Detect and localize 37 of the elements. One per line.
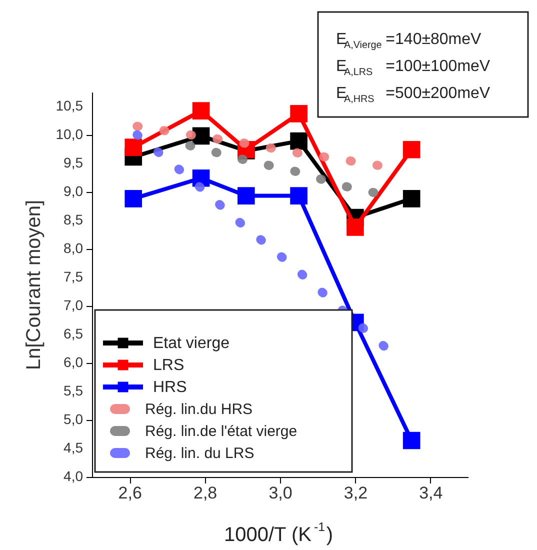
point <box>290 187 308 204</box>
y-tick-label: 7,5 <box>64 268 84 284</box>
x-tick-label: 3,4 <box>419 484 443 502</box>
point <box>402 432 420 450</box>
point <box>346 218 364 236</box>
point <box>402 140 420 158</box>
y-tick-label: 9,0 <box>64 182 84 199</box>
y-tick-label: 6,0 <box>64 354 84 370</box>
point <box>290 132 308 150</box>
point <box>124 138 142 156</box>
point <box>290 105 308 122</box>
legend-label: Etat vierge <box>153 335 230 352</box>
y-tick-label: 10,5 <box>56 97 84 114</box>
y-tick-label: 4,0 <box>64 468 84 484</box>
x-tick-label: 3,2 <box>344 484 368 502</box>
y-tick-label: 4,5 <box>64 439 84 456</box>
y-axis-title: Ln[Courant moyen] <box>23 200 45 370</box>
y-tick-label: 6,5 <box>64 325 84 342</box>
legend-label: LRS <box>153 357 184 374</box>
legend-label: HRS <box>153 379 187 396</box>
legend-label: Rég. lin.du HRS <box>145 401 253 418</box>
y-tick-label: 8,0 <box>64 240 84 256</box>
point <box>402 190 420 208</box>
x-tick-label: 2,6 <box>118 484 142 502</box>
legend-label: Rég. lin. du LRS <box>145 445 254 462</box>
point <box>124 190 142 208</box>
y-tick-label: 10,0 <box>56 126 84 142</box>
y-tick-label: 5,0 <box>64 410 84 427</box>
y-tick-label: 5,5 <box>64 382 84 398</box>
x-tick-label: 3,0 <box>268 484 292 502</box>
point <box>192 102 210 120</box>
point <box>238 187 255 204</box>
x-tick-label: 2,8 <box>193 484 218 502</box>
y-tick-label: 8,5 <box>64 211 84 228</box>
y-tick-label: 7,0 <box>64 296 84 313</box>
y-tick-label: 9,5 <box>64 154 84 170</box>
legend-label: Rég. lin.de l'état vierge <box>145 423 298 440</box>
